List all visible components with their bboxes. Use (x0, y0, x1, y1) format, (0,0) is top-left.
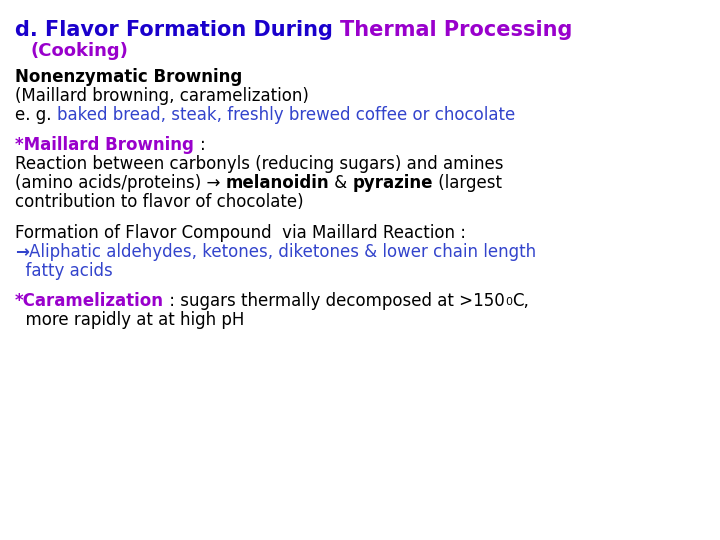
Text: d. Flavor Formation During: d. Flavor Formation During (15, 20, 340, 40)
Text: melanoidin: melanoidin (225, 174, 329, 192)
Text: contribution to flavor of chocolate): contribution to flavor of chocolate) (15, 193, 304, 211)
Text: more rapidly at at high pH: more rapidly at at high pH (15, 311, 244, 329)
Text: :: : (199, 137, 211, 154)
Text: 0: 0 (505, 297, 512, 307)
Text: fatty acids: fatty acids (15, 262, 113, 280)
Text: e. g.: e. g. (15, 106, 57, 124)
Text: Thermal Processing: Thermal Processing (340, 20, 572, 40)
Text: C,: C, (512, 292, 528, 310)
Text: Formation of Flavor Compound  via Maillard Reaction :: Formation of Flavor Compound via Maillar… (15, 224, 466, 242)
Text: →: → (15, 243, 29, 261)
Text: (amino acids/proteins) →: (amino acids/proteins) → (15, 174, 225, 192)
Text: Reaction between carbonyls (reducing sugars) and amines: Reaction between carbonyls (reducing sug… (15, 156, 503, 173)
Text: (largest: (largest (433, 174, 502, 192)
Text: (Cooking): (Cooking) (30, 42, 128, 60)
Text: Nonenzymatic Browning: Nonenzymatic Browning (15, 68, 242, 86)
Text: &: & (329, 174, 353, 192)
Text: Aliphatic aldehydes, ketones, diketones & lower chain length: Aliphatic aldehydes, ketones, diketones … (29, 243, 536, 261)
Text: (Maillard browning, caramelization): (Maillard browning, caramelization) (15, 87, 309, 105)
Text: baked bread, steak, freshly brewed coffee or chocolate: baked bread, steak, freshly brewed coffe… (57, 106, 515, 124)
Text: *Caramelization: *Caramelization (15, 292, 164, 310)
Text: : sugars thermally decomposed at >150: : sugars thermally decomposed at >150 (164, 292, 505, 310)
Text: pyrazine: pyrazine (353, 174, 433, 192)
Text: *Maillard Browning: *Maillard Browning (15, 137, 199, 154)
